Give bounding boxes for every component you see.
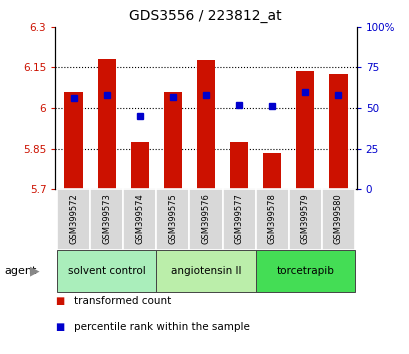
- Bar: [328, 74, 347, 189]
- Text: GSM399574: GSM399574: [135, 193, 144, 244]
- Text: ■: ■: [55, 296, 65, 306]
- Text: transformed count: transformed count: [74, 296, 171, 306]
- Text: GSM399577: GSM399577: [234, 193, 243, 244]
- Bar: [196, 61, 215, 189]
- Bar: [296, 72, 314, 189]
- Bar: [229, 142, 247, 189]
- Text: solvent control: solvent control: [67, 266, 145, 276]
- Bar: [164, 92, 182, 189]
- Text: GSM399575: GSM399575: [168, 193, 177, 244]
- Bar: [255, 250, 354, 292]
- Text: torcetrapib: torcetrapib: [276, 266, 333, 276]
- Text: agent: agent: [4, 266, 36, 276]
- Bar: [288, 189, 321, 250]
- Text: GSM399580: GSM399580: [333, 193, 342, 244]
- Bar: [222, 189, 255, 250]
- Bar: [321, 189, 354, 250]
- Bar: [255, 189, 288, 250]
- Bar: [130, 142, 148, 189]
- Bar: [263, 153, 281, 189]
- Bar: [57, 250, 156, 292]
- Text: GSM399579: GSM399579: [300, 193, 309, 244]
- Bar: [156, 250, 255, 292]
- Bar: [189, 189, 222, 250]
- Text: percentile rank within the sample: percentile rank within the sample: [74, 322, 249, 332]
- Text: GSM399573: GSM399573: [102, 193, 111, 244]
- Bar: [123, 189, 156, 250]
- Text: GSM399576: GSM399576: [201, 193, 210, 244]
- Bar: [90, 189, 123, 250]
- Text: GDS3556 / 223812_at: GDS3556 / 223812_at: [128, 9, 281, 23]
- Text: ■: ■: [55, 322, 65, 332]
- Text: GSM399572: GSM399572: [69, 193, 78, 244]
- Bar: [64, 92, 83, 189]
- Bar: [97, 59, 115, 189]
- Bar: [156, 189, 189, 250]
- Text: ▶: ▶: [30, 264, 40, 277]
- Text: GSM399578: GSM399578: [267, 193, 276, 244]
- Text: angiotensin II: angiotensin II: [171, 266, 240, 276]
- Bar: [57, 189, 90, 250]
